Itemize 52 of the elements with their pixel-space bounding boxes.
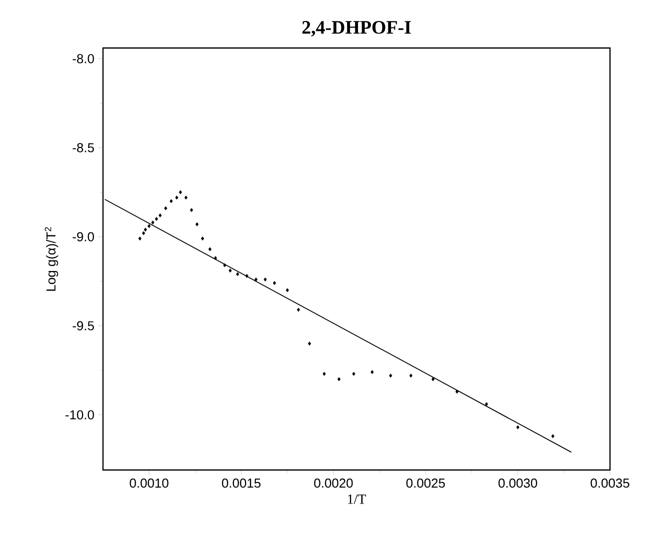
point bbox=[296, 308, 300, 312]
point bbox=[389, 374, 392, 378]
point bbox=[236, 272, 240, 276]
chart-title: 2,4-DHPOF-I bbox=[302, 21, 411, 36]
point bbox=[184, 196, 188, 200]
point bbox=[228, 268, 232, 273]
point bbox=[170, 199, 173, 204]
y-tick-label: -8.0 bbox=[72, 54, 94, 64]
point bbox=[516, 425, 520, 430]
point bbox=[175, 196, 178, 200]
y-tick-label: -9.0 bbox=[72, 232, 94, 242]
point bbox=[352, 372, 356, 376]
point bbox=[245, 274, 248, 278]
x-tick-label: 0.0020 bbox=[314, 478, 353, 488]
point bbox=[322, 372, 326, 376]
point bbox=[154, 216, 158, 221]
x-tick-label: 0.0010 bbox=[130, 478, 168, 488]
y-tick-label: -8.5 bbox=[72, 143, 94, 152]
x-tick-label: 0.0025 bbox=[406, 478, 445, 488]
x-axis-title: 1/T bbox=[348, 494, 366, 504]
point bbox=[138, 236, 142, 241]
point bbox=[164, 206, 168, 210]
point bbox=[431, 377, 435, 382]
point bbox=[144, 228, 147, 232]
point bbox=[272, 281, 276, 286]
point bbox=[370, 370, 374, 374]
point bbox=[195, 222, 199, 226]
point bbox=[178, 190, 182, 194]
point bbox=[148, 224, 151, 228]
point bbox=[223, 263, 226, 268]
point bbox=[190, 208, 194, 212]
point bbox=[151, 220, 154, 224]
point bbox=[214, 256, 218, 260]
point bbox=[158, 213, 162, 218]
x-tick-label: 0.0030 bbox=[498, 478, 538, 488]
point bbox=[264, 277, 267, 282]
point bbox=[286, 288, 289, 292]
y-tick-label: -9.5 bbox=[72, 321, 94, 330]
point bbox=[201, 236, 204, 241]
point bbox=[409, 374, 412, 378]
y-tick-label: -10.0 bbox=[66, 410, 94, 420]
point bbox=[254, 277, 258, 282]
point bbox=[142, 231, 146, 236]
y-axis-title: Log g(α)/T$^{2}$ bbox=[44, 227, 58, 291]
point bbox=[484, 402, 488, 406]
x-tick-label: 0.0035 bbox=[590, 478, 630, 488]
point bbox=[455, 390, 459, 394]
point bbox=[551, 434, 554, 438]
point bbox=[208, 247, 212, 252]
point bbox=[337, 377, 341, 382]
x-tick-label: 0.0015 bbox=[222, 478, 261, 488]
point bbox=[308, 342, 312, 346]
